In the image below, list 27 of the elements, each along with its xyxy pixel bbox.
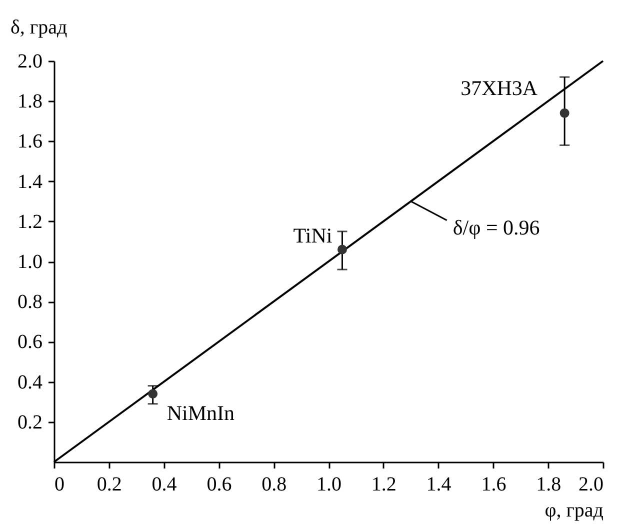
y-tick-label: 0.4 <box>18 371 42 394</box>
x-tick-label: 0.4 <box>152 474 177 496</box>
annotation: 37ХН3А <box>460 76 538 100</box>
x-tick-label: 1.8 <box>536 474 562 496</box>
x-tick-label: 0.6 <box>206 474 232 496</box>
x-tick-label: 2.0 <box>578 474 604 496</box>
y-tick-label: 1.6 <box>18 130 42 153</box>
y-tick-label: 1.2 <box>18 210 42 233</box>
y-axis-title: δ, град <box>10 16 68 38</box>
annotation: δ/φ = 0.96 <box>452 215 540 240</box>
x-tick-label: 0 <box>54 474 64 496</box>
x-tick-label: 0.2 <box>96 474 122 496</box>
y-tick-label: 0.6 <box>18 331 42 354</box>
y-tick-label: 1.8 <box>18 90 42 113</box>
x-tick-label: 1.0 <box>316 474 342 496</box>
x-tick-label: 1.6 <box>481 474 506 496</box>
y-tick-label: 1.0 <box>18 251 42 273</box>
annotation: NiMnIn <box>166 400 235 425</box>
y-tick-label: 1.4 <box>18 170 42 193</box>
y-tick-label: 0.2 <box>18 411 42 434</box>
x-tick-label: 0.8 <box>262 474 287 496</box>
x-tick-label: 1.4 <box>426 474 452 496</box>
annotation: TiNi <box>293 223 332 248</box>
y-tick-label: 2.0 <box>18 50 42 72</box>
x-axis-title: φ, град <box>544 500 604 522</box>
x-tick-label: 1.2 <box>371 474 396 496</box>
y-tick-label: 0.8 <box>18 291 42 314</box>
